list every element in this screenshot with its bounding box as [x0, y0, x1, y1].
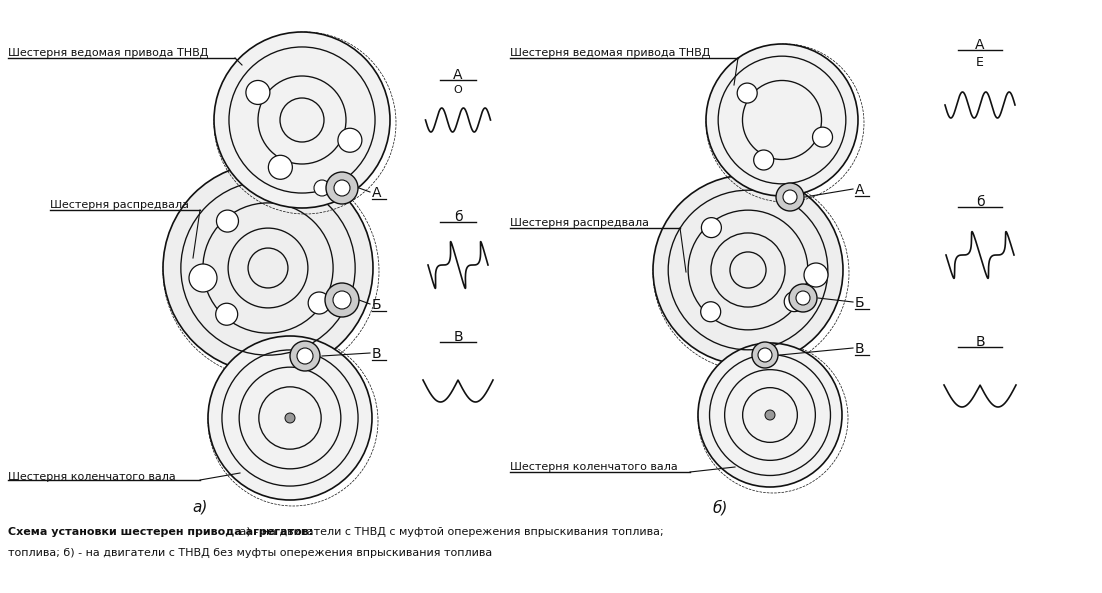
Circle shape [784, 190, 797, 204]
Circle shape [190, 264, 217, 292]
Text: А: А [372, 186, 381, 200]
Text: Шестерня ведомая привода ТНВД: Шестерня ведомая привода ТНВД [510, 48, 711, 58]
Circle shape [333, 291, 352, 309]
Text: В: В [372, 347, 381, 361]
Text: Б: Б [372, 298, 381, 312]
Circle shape [785, 292, 804, 311]
Text: б: б [975, 195, 984, 209]
Circle shape [796, 291, 810, 305]
Circle shape [701, 218, 722, 238]
Text: Шестерня коленчатого вала: Шестерня коленчатого вала [510, 462, 678, 472]
Circle shape [269, 155, 292, 179]
Circle shape [290, 341, 320, 371]
Text: В: В [453, 330, 463, 344]
Circle shape [653, 175, 843, 365]
Text: б): б) [712, 500, 727, 516]
Text: а): а) [193, 500, 207, 515]
Circle shape [216, 303, 238, 325]
Circle shape [334, 180, 350, 196]
Circle shape [812, 127, 832, 147]
Text: б: б [454, 210, 463, 224]
Circle shape [208, 336, 372, 500]
Circle shape [776, 183, 804, 211]
Circle shape [698, 343, 842, 487]
Text: А: А [855, 183, 864, 197]
Circle shape [737, 83, 757, 103]
Text: О: О [454, 85, 463, 95]
Text: Шестерня распредвала: Шестерня распредвала [510, 218, 649, 228]
Text: Схема установки шестерен привода агрегатов:: Схема установки шестерен привода агрегат… [8, 527, 313, 537]
Text: Шестерня ведомая привода ТНВД: Шестерня ведомая привода ТНВД [8, 48, 208, 58]
Circle shape [804, 263, 828, 287]
Circle shape [298, 348, 313, 364]
Circle shape [214, 32, 390, 208]
Text: а) - на двигатели с ТНВД с муфтой опережения впрыскивания топлива;: а) - на двигатели с ТНВД с муфтой опереж… [236, 527, 663, 537]
Circle shape [758, 348, 773, 362]
Text: А: А [975, 38, 985, 52]
Circle shape [765, 410, 775, 420]
Circle shape [285, 413, 295, 423]
Text: Шестерня распредвала: Шестерня распредвала [50, 200, 190, 210]
Circle shape [706, 44, 858, 196]
Text: А: А [453, 68, 463, 82]
Text: Шестерня коленчатого вала: Шестерня коленчатого вала [8, 472, 175, 482]
Text: Е: Е [976, 56, 984, 69]
Circle shape [246, 81, 270, 104]
Circle shape [216, 210, 238, 232]
Circle shape [163, 163, 372, 373]
Circle shape [314, 180, 329, 196]
Text: В: В [855, 342, 865, 356]
Text: топлива; б) - на двигатели с ТНВД без муфты опережения впрыскивания топлива: топлива; б) - на двигатели с ТНВД без му… [8, 548, 493, 558]
Circle shape [754, 150, 774, 170]
Circle shape [752, 342, 778, 368]
Circle shape [325, 283, 359, 317]
Text: В: В [975, 335, 985, 349]
Circle shape [789, 284, 817, 312]
Circle shape [701, 302, 721, 322]
Circle shape [338, 128, 361, 152]
Text: Б: Б [855, 296, 865, 310]
Circle shape [326, 172, 358, 204]
Circle shape [309, 292, 331, 314]
